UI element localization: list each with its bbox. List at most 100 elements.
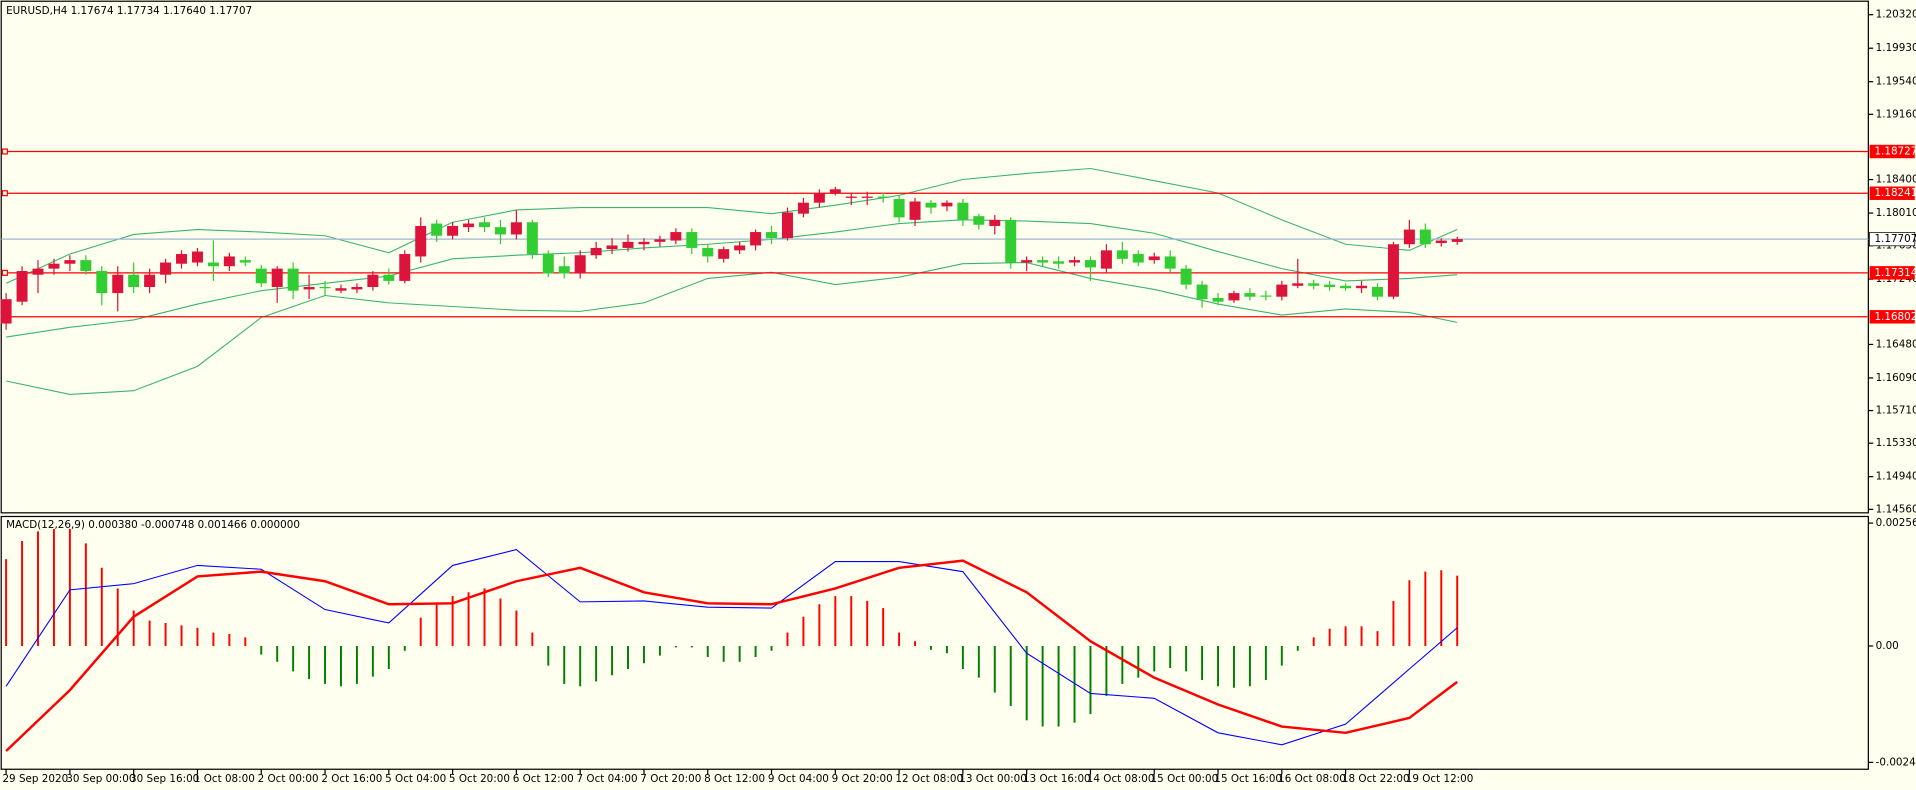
candle-body: [781, 212, 793, 239]
candle-body: [702, 247, 714, 257]
candle-body: [1276, 284, 1288, 297]
candle-body: [510, 222, 522, 235]
level-label: 1.16802: [1874, 311, 1916, 323]
last-price-label: 1.17707: [1874, 233, 1916, 245]
candle-body: [574, 255, 586, 274]
y-tick-label: 1.14940: [1876, 471, 1916, 483]
candle-body: [1435, 240, 1447, 244]
y-tick-label: 1.18400: [1876, 174, 1916, 186]
candle-body: [494, 227, 506, 235]
x-tick-label: 6 Oct 12:00: [513, 773, 574, 785]
y-tick-label: 0.00: [1876, 640, 1899, 652]
level-label-box: [1869, 310, 1915, 324]
candle-body: [638, 241, 650, 245]
candle-body: [670, 232, 682, 241]
candle-body: [1132, 254, 1144, 263]
candle-body: [479, 222, 490, 228]
level-label: 1.18241: [1874, 187, 1916, 199]
candle-body: [1324, 284, 1336, 288]
x-tick-label: 5 Oct 20:00: [449, 773, 510, 785]
candle-body: [526, 222, 538, 255]
candle-body: [973, 216, 985, 225]
candle-body: [750, 232, 762, 246]
candle-body: [909, 201, 921, 220]
candle-body: [1451, 239, 1463, 242]
candle-body: [718, 249, 730, 259]
candle-body: [431, 223, 443, 236]
x-tick-label: 14 Oct 08:00: [1087, 773, 1155, 785]
candle-body: [239, 260, 251, 263]
candle-body: [1356, 285, 1368, 289]
candle-body: [415, 225, 427, 257]
y-tick-label: 1.20320: [1876, 9, 1916, 21]
candle-body: [191, 251, 203, 263]
candle-body: [766, 232, 778, 239]
candle-body: [303, 287, 315, 290]
y-tick-label: 1.14560: [1876, 503, 1916, 515]
candle-body: [80, 260, 92, 272]
x-tick-label: 5 Oct 04:00: [385, 773, 446, 785]
candle-body: [1037, 260, 1049, 263]
candle-body: [925, 202, 937, 208]
candle-body: [1148, 256, 1160, 261]
candle-body: [941, 202, 953, 207]
y-tick-label: 0.002563: [1876, 517, 1916, 529]
candle-body: [1084, 260, 1096, 268]
x-tick-label: 16 Oct 08:00: [1278, 773, 1346, 785]
y-tick-label: 1.16090: [1876, 372, 1916, 384]
candle-body: [383, 274, 395, 281]
candle-body: [1308, 283, 1320, 286]
x-tick-label: 2 Oct 16:00: [321, 773, 382, 785]
candle-body: [48, 263, 60, 269]
x-tick-label: 7 Oct 20:00: [640, 773, 701, 785]
candle-body: [590, 247, 602, 256]
candle-body: [463, 223, 475, 228]
level-marker: [1, 190, 8, 197]
candle-body: [845, 196, 857, 198]
y-tick-label: 1.19160: [1876, 108, 1916, 120]
signal-line: [5, 559, 1458, 752]
candle-body: [0, 299, 12, 324]
x-tick-label: 2 Oct 00:00: [258, 773, 319, 785]
candle-body: [1292, 283, 1304, 286]
candle-body: [1340, 285, 1352, 289]
candle-body: [1021, 260, 1033, 263]
candle-body: [1212, 297, 1224, 302]
candle-body: [367, 274, 379, 288]
x-tick-label: 29 Sep 2020: [2, 773, 68, 785]
candle-body: [1100, 250, 1112, 269]
last-price-box: [1869, 232, 1916, 247]
candle-body: [893, 199, 905, 218]
candle-body: [558, 266, 570, 274]
candle-body: [622, 241, 634, 248]
candle-body: [112, 274, 124, 294]
candle-body: [989, 219, 1001, 226]
x-tick-label: 19 Oct 12:00: [1406, 773, 1474, 785]
x-tick-label: 7 Oct 04:00: [577, 773, 638, 785]
candle-body: [96, 271, 108, 294]
x-tick-label: 15 Oct 16:00: [1214, 773, 1282, 785]
candle-body: [271, 268, 283, 288]
candle-body: [287, 268, 299, 291]
candle-body: [1180, 268, 1192, 285]
candle-body: [447, 225, 459, 236]
candle-body: [877, 196, 889, 198]
candle-body: [1387, 244, 1399, 297]
x-tick-label: 30 Sep 16:00: [130, 773, 199, 785]
x-tick-label: 15 Oct 00:00: [1151, 773, 1219, 785]
x-tick-label: 9 Oct 20:00: [832, 773, 893, 785]
level-label-box: [1869, 266, 1915, 280]
candle-body: [829, 189, 841, 193]
candle-body: [797, 202, 809, 214]
level-marker: [1, 269, 8, 276]
candle-body: [399, 254, 411, 281]
level-label: 1.18727: [1874, 146, 1916, 158]
y-tick-label: 1.18010: [1876, 207, 1916, 219]
candle-body: [1260, 295, 1272, 297]
candle-body: [813, 192, 825, 203]
candle-body: [861, 196, 873, 198]
candle-body: [128, 274, 140, 288]
x-tick-label: 30 Sep 00:00: [66, 773, 135, 785]
